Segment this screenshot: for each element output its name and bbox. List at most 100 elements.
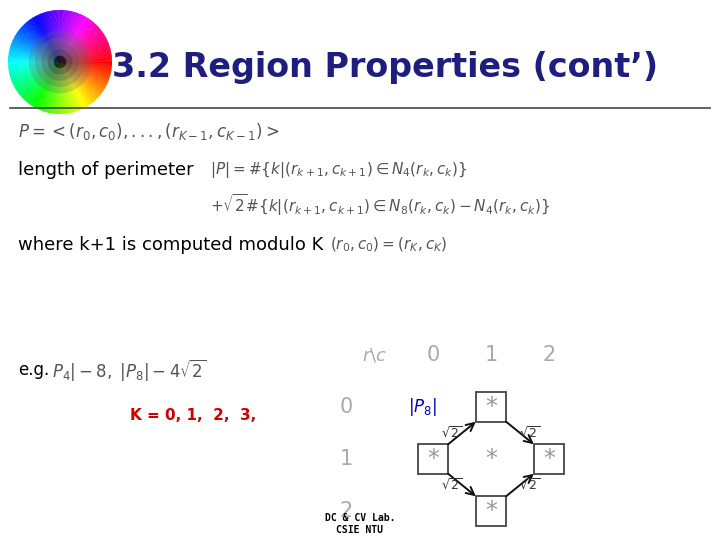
Wedge shape [54,38,56,44]
Wedge shape [63,80,65,86]
Wedge shape [66,45,68,51]
Wedge shape [39,39,43,44]
Wedge shape [66,57,71,59]
Wedge shape [78,55,84,57]
Wedge shape [40,48,45,51]
Wedge shape [60,31,61,37]
Wedge shape [72,64,78,66]
Wedge shape [78,56,84,58]
Wedge shape [32,18,60,62]
Wedge shape [60,15,84,62]
Wedge shape [85,64,91,65]
Wedge shape [61,50,62,56]
Wedge shape [42,56,48,58]
Wedge shape [60,62,66,65]
Wedge shape [42,36,46,42]
Wedge shape [71,68,76,71]
Wedge shape [71,68,77,71]
Wedge shape [35,16,60,62]
Wedge shape [60,57,63,62]
Wedge shape [50,39,53,45]
Wedge shape [60,21,92,62]
Wedge shape [36,55,42,57]
Wedge shape [78,63,85,64]
Wedge shape [55,51,58,56]
Wedge shape [58,31,59,37]
Wedge shape [60,62,64,67]
Wedge shape [71,84,75,90]
Wedge shape [45,77,49,82]
Wedge shape [65,38,67,44]
Wedge shape [66,38,68,44]
Wedge shape [60,62,66,63]
Wedge shape [9,52,60,62]
Wedge shape [30,55,36,57]
Wedge shape [64,80,66,86]
Wedge shape [58,62,60,68]
Wedge shape [60,62,103,92]
Wedge shape [54,10,60,62]
Wedge shape [65,65,71,69]
Wedge shape [39,72,45,76]
Wedge shape [85,61,91,62]
Wedge shape [24,62,60,100]
Wedge shape [60,62,63,68]
Wedge shape [70,85,73,91]
Wedge shape [63,74,65,80]
Wedge shape [58,37,59,43]
Wedge shape [67,39,70,45]
Wedge shape [53,67,56,72]
Wedge shape [60,23,96,62]
Wedge shape [60,62,66,64]
Wedge shape [58,62,60,68]
Wedge shape [60,59,66,62]
Wedge shape [68,71,73,76]
Wedge shape [78,62,85,63]
Wedge shape [63,51,66,56]
Wedge shape [60,62,65,66]
Wedge shape [72,55,78,58]
Wedge shape [72,43,76,48]
Wedge shape [60,62,65,66]
Wedge shape [76,72,81,76]
Wedge shape [55,68,58,73]
Wedge shape [69,70,74,75]
Wedge shape [74,36,78,42]
Wedge shape [28,20,60,62]
Wedge shape [76,72,81,77]
Wedge shape [60,62,65,66]
Wedge shape [35,77,40,82]
Wedge shape [64,44,67,50]
Wedge shape [60,14,80,62]
Wedge shape [48,64,54,66]
Wedge shape [83,71,89,74]
Wedge shape [60,58,65,62]
Wedge shape [60,25,98,62]
Bar [418,444,448,474]
Wedge shape [81,45,87,49]
Wedge shape [48,33,51,39]
Wedge shape [46,70,51,75]
Wedge shape [60,62,112,71]
Wedge shape [60,50,111,62]
Wedge shape [85,65,91,66]
Wedge shape [42,55,48,58]
Wedge shape [50,79,53,85]
Wedge shape [63,80,64,87]
Wedge shape [48,64,54,66]
Wedge shape [84,67,91,69]
Wedge shape [60,60,66,62]
Wedge shape [60,56,61,62]
Wedge shape [83,49,89,52]
Wedge shape [48,60,54,61]
Wedge shape [60,62,75,112]
Wedge shape [83,49,89,52]
Wedge shape [35,62,41,63]
Wedge shape [48,40,51,45]
Wedge shape [58,75,59,80]
Wedge shape [58,62,60,68]
Wedge shape [40,14,60,62]
Wedge shape [60,49,111,62]
Wedge shape [54,59,60,62]
Wedge shape [9,48,60,62]
